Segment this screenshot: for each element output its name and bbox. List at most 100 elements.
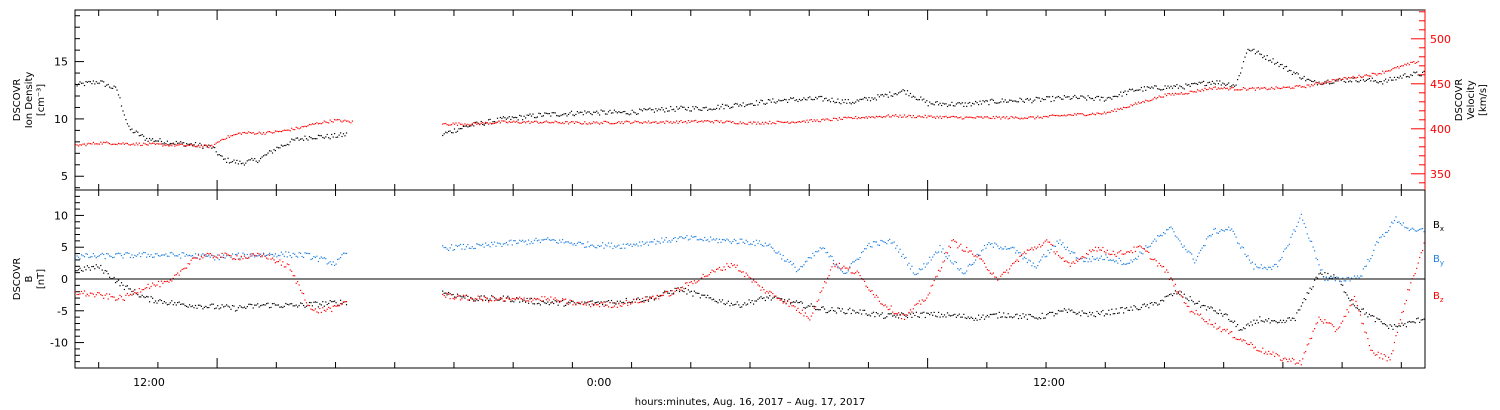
- velocity-series-point: [82, 143, 84, 145]
- bz-series-point: [690, 281, 692, 283]
- bz-series-point: [337, 305, 339, 307]
- velocity-series-point: [1012, 116, 1014, 118]
- density-series-point: [1408, 76, 1410, 78]
- by-series-point: [1069, 252, 1071, 255]
- by-series-point: [899, 248, 901, 250]
- by-series-point: [1200, 249, 1202, 251]
- density-series-point: [1087, 95, 1089, 97]
- density-series-point: [194, 142, 197, 144]
- by-series-point: [100, 253, 102, 256]
- by-series-point: [1288, 243, 1290, 245]
- bx-series-point: [234, 310, 237, 312]
- density-series-point: [1109, 97, 1111, 99]
- density-series-point: [146, 137, 148, 140]
- by-series-point: [106, 253, 108, 255]
- density-series-point: [930, 103, 932, 105]
- by-series-point: [856, 258, 858, 260]
- by-series-point: [1346, 276, 1348, 279]
- legend-by-sub: y: [1440, 259, 1444, 267]
- by-series-point: [970, 264, 972, 266]
- by-series-point: [1358, 277, 1360, 279]
- density-series-point: [640, 109, 642, 111]
- velocity-series-point: [550, 122, 552, 124]
- by-series-point: [889, 238, 891, 240]
- velocity-series-point: [829, 120, 832, 122]
- bz-series-point: [827, 277, 829, 279]
- density-series-point: [135, 130, 137, 132]
- density-series-point: [1250, 50, 1252, 52]
- velocity-series-point: [1133, 103, 1135, 106]
- velocity-series-point: [1293, 87, 1295, 89]
- bx-series-point: [1416, 318, 1418, 320]
- density-series-point: [91, 83, 93, 85]
- velocity-series-point: [668, 122, 670, 124]
- density-series-point: [116, 89, 118, 91]
- velocity-series-point: [482, 121, 484, 123]
- bz-series-point: [738, 270, 740, 272]
- bz-series-point: [978, 255, 980, 257]
- by-series-point: [234, 254, 237, 256]
- by-series-point: [946, 257, 949, 260]
- density-series-point: [655, 108, 657, 110]
- by-series-point: [516, 242, 518, 245]
- density-series-point: [1170, 85, 1172, 87]
- by-series-point: [584, 246, 586, 248]
- by-series-point: [1274, 263, 1276, 266]
- bz-series-point: [283, 266, 285, 268]
- bx-series-point: [1083, 312, 1085, 314]
- bx-series-point: [898, 317, 900, 319]
- bx-series-point: [255, 304, 257, 306]
- bx-series-point: [1256, 319, 1258, 321]
- density-series-point: [702, 107, 704, 109]
- bx-series-point: [930, 312, 932, 314]
- magnetic-field-series: [75, 213, 1425, 366]
- density-series-point: [716, 107, 718, 109]
- by-series-point: [116, 253, 118, 255]
- bx-series-point: [676, 289, 678, 291]
- by-series-point: [1192, 258, 1194, 260]
- by-series-point: [930, 259, 932, 261]
- bx-series-point: [254, 304, 256, 306]
- density-series-point: [992, 99, 994, 101]
- bx-series-point: [692, 295, 694, 297]
- bx-series-point: [763, 297, 765, 299]
- bz-series-point: [194, 257, 197, 259]
- by-series-point: [159, 255, 161, 257]
- velocity-series-point: [258, 131, 260, 133]
- velocity-series-point: [485, 121, 487, 123]
- by-series-point: [1102, 259, 1104, 261]
- bz-series-point: [692, 282, 694, 285]
- bz-series-point: [1260, 351, 1262, 353]
- velocity-series-point: [178, 144, 180, 146]
- bz-series-point: [445, 296, 447, 298]
- bx-series-point: [464, 297, 466, 299]
- by-series-point: [110, 255, 112, 258]
- density-series-point: [251, 157, 253, 160]
- bz-series-point: [1025, 253, 1027, 255]
- bz-series-point: [1288, 358, 1290, 360]
- density-series-point: [1171, 87, 1174, 89]
- bz-series-point: [582, 304, 584, 306]
- velocity-series-point: [733, 122, 735, 124]
- bx-series-point: [837, 307, 839, 309]
- bx-series-point: [899, 313, 901, 316]
- bz-series-point: [239, 259, 241, 261]
- density-series-point: [869, 100, 872, 102]
- by-series-point: [844, 272, 846, 274]
- by-series-point: [1133, 259, 1135, 261]
- by-series-point: [342, 252, 345, 254]
- bz-series-point: [630, 303, 632, 305]
- density-series-point: [855, 101, 857, 103]
- bz-series-point: [587, 302, 589, 304]
- velocity-series-point: [465, 124, 467, 126]
- by-series-point: [140, 256, 142, 258]
- bx-series-point: [206, 307, 208, 309]
- velocity-series-point: [970, 116, 972, 118]
- by-series-point: [1340, 281, 1342, 283]
- bx-series-point: [989, 313, 991, 316]
- bz-series-point: [248, 257, 250, 259]
- velocity-series-point: [1015, 116, 1017, 118]
- bx-series-point: [159, 299, 161, 301]
- by-series-point: [273, 255, 275, 257]
- density-series-point: [1174, 85, 1176, 87]
